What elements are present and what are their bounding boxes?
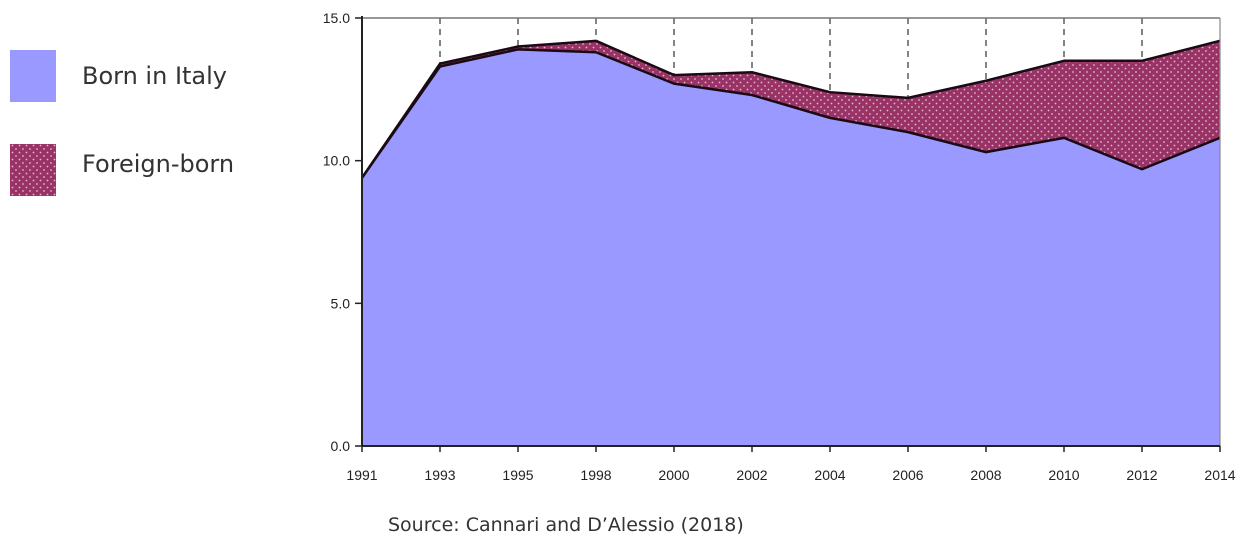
- y-tick-label: 5.0: [331, 295, 351, 311]
- x-tick-label-2004: 2004: [814, 467, 845, 483]
- x-tick-labels: 1991 1993 1995 1998 2000 2002 2004 2006 2008 2010…: [346, 467, 1235, 483]
- y-tick-label: 15.0: [323, 10, 350, 26]
- line-foreign-born-top: [360, 39, 1221, 179]
- y-tick-label: 0.0: [331, 438, 351, 454]
- x-tick-label-2008: 2008: [970, 467, 1001, 483]
- legend-label-born-in-italy: Born in Italy: [82, 62, 227, 90]
- x-tick-label-1993: 1993: [424, 467, 455, 483]
- y-tick-label: 10.0: [323, 153, 350, 169]
- x-tick-label-2010: 2010: [1048, 467, 1079, 483]
- legend: Born in Italy Foreign-born: [10, 50, 234, 196]
- x-tick-label-1991: 1991: [346, 467, 377, 483]
- x-tick-label-2000: 2000: [658, 467, 689, 483]
- x-tick-label-1995: 1995: [502, 467, 533, 483]
- series-line-layer: [360, 39, 1221, 179]
- x-tick-label-2014: 2014: [1204, 467, 1235, 483]
- x-tick-label-2002: 2002: [736, 467, 767, 483]
- x-tick-label-2012: 2012: [1126, 467, 1157, 483]
- x-tick-label-1998: 1998: [580, 467, 611, 483]
- area-foreign-born: [362, 40, 1220, 178]
- source-note: Source: Cannari and D’Alessio (2018): [388, 514, 744, 536]
- area-layer: [362, 40, 1220, 447]
- gridline-layer: [439, 18, 1143, 98]
- x-tick-label-2006: 2006: [892, 467, 923, 483]
- legend-swatch-foreign-born: [10, 144, 56, 196]
- legend-swatch-born-in-italy: [10, 50, 56, 102]
- axes-layer: [355, 16, 1221, 452]
- line-born-in-italy-top: [360, 48, 1221, 179]
- y-tick-labels: 0.0 5.0 10.0 15.0: [323, 10, 350, 454]
- legend-label-foreign-born: Foreign-born: [82, 150, 234, 178]
